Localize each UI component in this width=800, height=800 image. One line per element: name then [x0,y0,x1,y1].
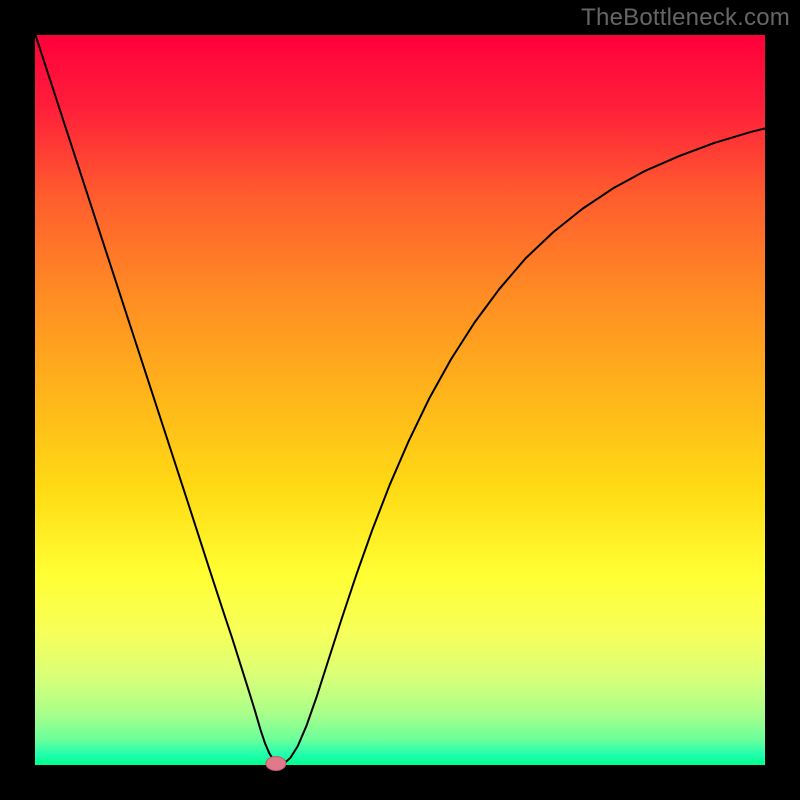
plot-background [0,0,800,800]
gradient-plot-area [35,35,765,765]
chart-frame: TheBottleneck.com [0,0,800,800]
optimal-point-marker [266,757,286,771]
chart-svg [0,0,800,800]
watermark-text: TheBottleneck.com [581,4,790,32]
